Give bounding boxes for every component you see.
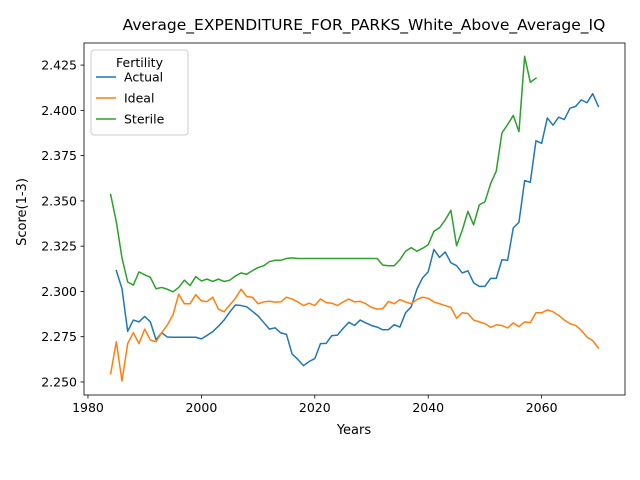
legend-label-ideal: Ideal xyxy=(124,91,154,106)
x-tick-label: 2060 xyxy=(526,400,558,415)
y-tick-label: 2.325 xyxy=(41,239,77,254)
series-line-sterile xyxy=(109,55,538,293)
y-tick-label: 2.350 xyxy=(41,193,77,208)
chart-title: Average_EXPENDITURE_FOR_PARKS_White_Abov… xyxy=(123,16,606,35)
y-tick-label: 2.275 xyxy=(41,329,77,344)
series-line-actual xyxy=(115,92,600,367)
x-tick-label: 2000 xyxy=(185,400,217,415)
y-axis-label: Score(1-3) xyxy=(15,178,30,246)
y-tick-label: 2.425 xyxy=(41,58,77,73)
series-line-ideal xyxy=(109,288,600,382)
y-tick-label: 2.300 xyxy=(41,284,77,299)
x-tick-label: 1980 xyxy=(72,400,104,415)
y-tick-label: 2.375 xyxy=(41,148,77,163)
y-tick-label: 2.250 xyxy=(41,374,77,389)
legend-label-actual: Actual xyxy=(124,70,163,85)
x-axis-label: Years xyxy=(336,423,372,438)
plot-frame xyxy=(83,42,626,396)
legend-title: Fertility xyxy=(116,55,164,70)
legend-box xyxy=(90,49,189,136)
x-tick-label: 2040 xyxy=(412,400,444,415)
y-tick-label: 2.400 xyxy=(41,103,77,118)
x-tick-label: 2020 xyxy=(299,400,331,415)
legend-label-sterile: Sterile xyxy=(124,112,165,127)
